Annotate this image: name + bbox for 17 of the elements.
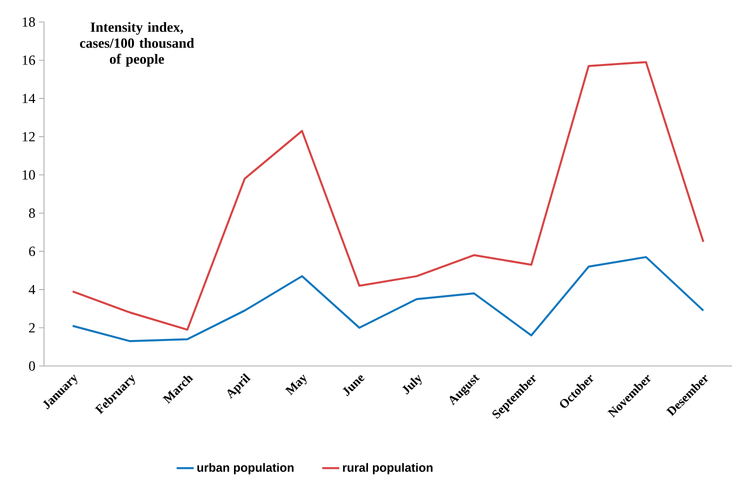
x-tick-label: May (285, 374, 307, 396)
y-tick-label: 6 (29, 246, 36, 256)
y-tick-label: 2 (29, 323, 35, 332)
y-tick-label: 4 (28, 284, 36, 294)
y-tick-label: 12 (22, 132, 35, 142)
x-tick-label: July (402, 374, 422, 395)
y-tick-label: 18 (22, 17, 35, 27)
x-tick-label: June (342, 375, 365, 396)
line-series (72, 256, 704, 342)
y-tick-label: 8 (29, 208, 35, 218)
legend-label: urban population (197, 463, 294, 474)
legend-label: rural population (343, 463, 432, 474)
y-tick-label: 0 (29, 361, 35, 371)
y-tick-label: 10 (22, 170, 35, 180)
y-tick-label: 14 (22, 94, 36, 104)
y-axis-title: Intensity index, cases/100 thousand of people (80, 22, 194, 67)
y-tick-label: 16 (22, 56, 36, 65)
